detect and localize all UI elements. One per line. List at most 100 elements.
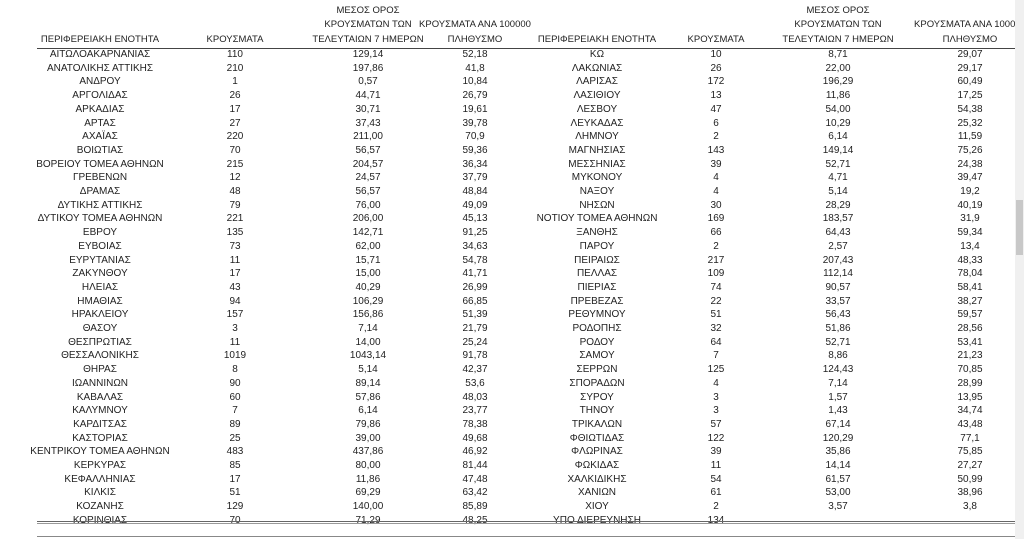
cases-cell: 43	[229, 281, 241, 293]
avg-cell: 8,71	[828, 49, 848, 60]
avg-cell: 15,71	[355, 254, 381, 266]
cases-cell: 143	[707, 144, 725, 156]
region-cell: ΚΑΣΤΟΡΙΑΣ	[72, 432, 128, 444]
per-100k-cell: 46,92	[462, 446, 488, 458]
scrollbar-thumb[interactable]	[1016, 200, 1023, 255]
region-cell: ΣΥΡΟΥ	[580, 391, 614, 403]
per-100k-cell: 59,34	[957, 227, 983, 239]
avg-cell: 79,86	[355, 418, 381, 430]
region-cell: ΚΕΝΤΡΙΚΟΥ ΤΟΜΕΑ ΑΘΗΝΩΝ	[30, 446, 170, 458]
region-cell: ΑΡΓΟΛΙΔΑΣ	[72, 90, 128, 102]
per-100k-cell: 48,25	[462, 514, 488, 526]
avg-cell: 11,86	[355, 473, 381, 485]
header-line: ΜΕΣΟΣ ΟΡΟΣ	[806, 4, 870, 16]
cases-cell: 10	[710, 49, 722, 60]
cases-cell: 169	[707, 213, 725, 225]
cases-cell: 215	[226, 158, 244, 170]
cases-cell: 217	[707, 254, 725, 266]
avg-cell: 22,00	[825, 62, 851, 74]
region-cell: ΚΑΒΑΛΑΣ	[76, 391, 124, 403]
region-cell: ΝΑΞΟΥ	[579, 186, 615, 197]
region-cell: ΕΒΡΟΥ	[82, 227, 118, 239]
avg-cell: 1043,14	[349, 350, 387, 362]
header-avg-7-days: ΜΕΣΟΣ ΟΡΟΣ ΚΡΟΥΣΜΑΤΩΝ ΤΩΝ ΤΕΛΕΥΤΑΙΩΝ 7 Η…	[312, 4, 423, 48]
avg-cell: 52,71	[825, 336, 851, 348]
per-100k-cell: 60,49	[957, 76, 983, 88]
cases-cell: 74	[710, 281, 722, 293]
region-cell: ΧΙΟΥ	[585, 501, 609, 513]
region-cell: ΧΑΝΙΩΝ	[577, 487, 617, 499]
per-100k-cell: 48,33	[957, 254, 983, 266]
region-cell: ΥΠΟ ΔΙΕΡΕΥΝΗΣΗ	[553, 514, 641, 526]
cases-cell: 157	[226, 309, 244, 321]
avg-cell: 51,86	[825, 323, 851, 334]
per-100k-cell: 23,77	[462, 405, 488, 417]
avg-cell: 156,86	[352, 309, 384, 321]
region-cell: ΡΟΔΟΥ	[579, 336, 615, 348]
avg-cell: 24,57	[355, 172, 381, 184]
region-cell: ΛΕΣΒΟΥ	[576, 103, 618, 115]
per-100k-cell: 3,8	[963, 501, 977, 513]
cases-cell: 7	[713, 350, 719, 362]
region-cell: ΔΥΤΙΚΗΣ ΑΤΤΙΚΗΣ	[57, 199, 143, 211]
table-header: ΠΕΡΙΦΕΡΕΙΑΚΗ ΕΝΟΤΗΤΑ ΚΡΟΥΣΜΑΤΑ ΜΕΣΟΣ ΟΡΟ…	[510, 0, 1015, 49]
per-100k-cell: 28,56	[957, 323, 983, 334]
avg-cell: 140,00	[352, 501, 384, 513]
cases-cell: 135	[226, 227, 244, 239]
region-cell: ΑΧΑΪΑΣ	[82, 131, 118, 143]
cases-cell: 54	[710, 473, 722, 485]
per-100k-cell: 10,84	[462, 76, 488, 88]
cases-cell: 85	[229, 460, 241, 471]
header-per-100k: ΚΡΟΥΣΜΑΤΑ ΑΝΑ 100000 ΠΛΗΘΥΣΜΟ	[914, 18, 1015, 47]
per-100k-cell: 53,6	[465, 377, 485, 389]
cases-cell: 1019	[223, 350, 247, 362]
region-cell: ΑΝΑΤΟΛΙΚΗΣ ΑΤΤΙΚΗΣ	[46, 62, 154, 74]
region-cell: ΚΩ	[589, 49, 605, 60]
cases-cell: 134	[707, 514, 725, 526]
per-100k-cell: 45,13	[462, 213, 488, 225]
region-cell: ΒΟΡΕΙΟΥ ΤΟΜΕΑ ΑΘΗΝΩΝ	[36, 158, 164, 170]
avg-cell: 69,29	[355, 487, 381, 499]
cases-cell: 60	[229, 391, 241, 403]
cases-cell: 8	[232, 364, 238, 376]
per-100k-cell: 31,9	[960, 213, 980, 225]
avg-cell: 183,57	[822, 213, 854, 225]
per-100k-cell: 43,48	[957, 418, 983, 430]
cases-cell: 64	[710, 336, 722, 348]
region-cell: ΝΗΣΩΝ	[579, 199, 615, 211]
region-cell: ΝΟΤΙΟΥ ΤΟΜΕΑ ΑΘΗΝΩΝ	[536, 213, 658, 225]
per-100k-cell: 47,48	[462, 473, 488, 485]
cases-cell: 70	[229, 514, 241, 526]
region-cell: ΘΕΣΣΑΛΟΝΙΚΗΣ	[61, 350, 139, 362]
avg-cell: 40,29	[355, 281, 381, 293]
cases-cell: 25	[229, 432, 241, 444]
region-cell: ΕΥΒΟΙΑΣ	[78, 240, 122, 252]
header-cases: ΚΡΟΥΣΜΑΤΑ	[687, 33, 745, 45]
per-100k-cell: 24,38	[957, 158, 983, 170]
avg-cell: 129,14	[352, 49, 384, 60]
region-cell: ΗΛΕΙΑΣ	[81, 281, 119, 293]
per-100k-cell: 48,03	[462, 391, 488, 403]
vertical-scrollbar[interactable]	[1015, 0, 1024, 539]
cases-cell: 122	[707, 432, 725, 444]
divider	[37, 536, 520, 537]
avg-cell: 206,00	[352, 213, 384, 225]
header-region: ΠΕΡΙΦΕΡΕΙΑΚΗ ΕΝΟΤΗΤΑ	[537, 33, 657, 45]
table-bottom-border	[37, 521, 520, 524]
per-100k-cell: 37,79	[462, 172, 488, 184]
per-100k-cell: 29,07	[957, 49, 983, 60]
avg-cell: 90,57	[825, 281, 851, 293]
per-100k-cell: 34,63	[462, 240, 488, 252]
region-cell: ΚΑΛΥΜΝΟΥ	[72, 405, 128, 417]
cases-cell: 1	[232, 76, 238, 88]
region-cell: ΠΕΙΡΑΙΩΣ	[574, 254, 620, 266]
region-cell: ΣΕΡΡΩΝ	[576, 364, 618, 376]
per-100k-cell: 13,95	[957, 391, 983, 403]
avg-cell: 120,29	[822, 432, 854, 444]
per-100k-cell: 70,85	[957, 364, 983, 376]
region-cell: ΠΙΕΡΙΑΣ	[577, 281, 617, 293]
cases-cell: 11	[710, 460, 722, 471]
cases-cell: 61	[710, 487, 722, 499]
avg-cell: 67,14	[825, 418, 851, 430]
avg-cell: 7,14	[828, 377, 848, 389]
